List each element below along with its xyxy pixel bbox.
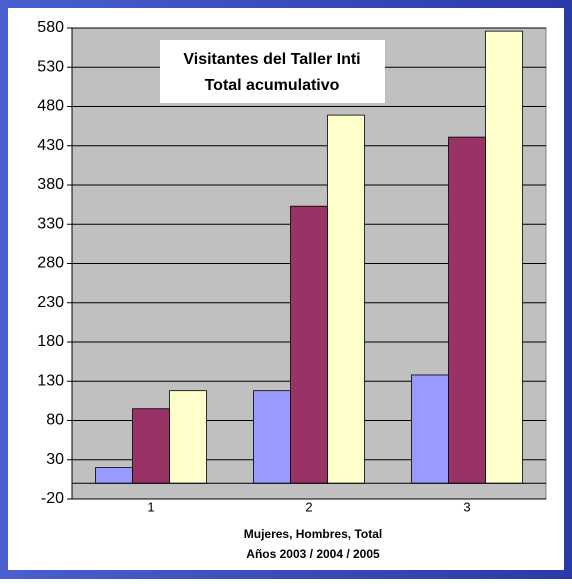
y-tick-label: 180: [37, 333, 64, 350]
bar: [448, 136, 486, 484]
bar: [411, 374, 449, 484]
bar: [327, 114, 365, 484]
bar: [253, 390, 291, 484]
y-tick-label: 430: [37, 137, 64, 154]
y-tick-label: 330: [37, 215, 64, 232]
x-tick-label: 3: [463, 499, 470, 514]
x-axis-label: Años 2003 / 2004 / 2005: [246, 547, 380, 561]
bar: [95, 467, 133, 484]
y-tick-label: 280: [37, 255, 64, 272]
y-tick-label: 380: [37, 176, 64, 193]
x-tick-label: 1: [147, 499, 154, 514]
y-tick-label: 580: [37, 19, 64, 36]
bar: [169, 390, 207, 484]
x-tick-label: 2: [305, 499, 312, 514]
y-tick-label: 130: [37, 372, 64, 389]
bar: [485, 30, 523, 484]
y-tick-label: 230: [37, 294, 64, 311]
bar: [132, 408, 170, 484]
y-tick-label: 80: [46, 412, 64, 429]
y-tick-label: 480: [37, 98, 64, 115]
chart-title: Visitantes del Taller Inti: [183, 51, 360, 68]
y-tick-label: 30: [46, 451, 64, 468]
y-tick-label: 530: [37, 58, 64, 75]
bar: [290, 205, 328, 484]
x-axis-label: Mujeres, Hombres, Total: [244, 527, 382, 541]
chart-title: Total acumulativo: [205, 77, 340, 94]
y-tick-label: -20: [41, 490, 64, 507]
title-box: [160, 40, 385, 103]
